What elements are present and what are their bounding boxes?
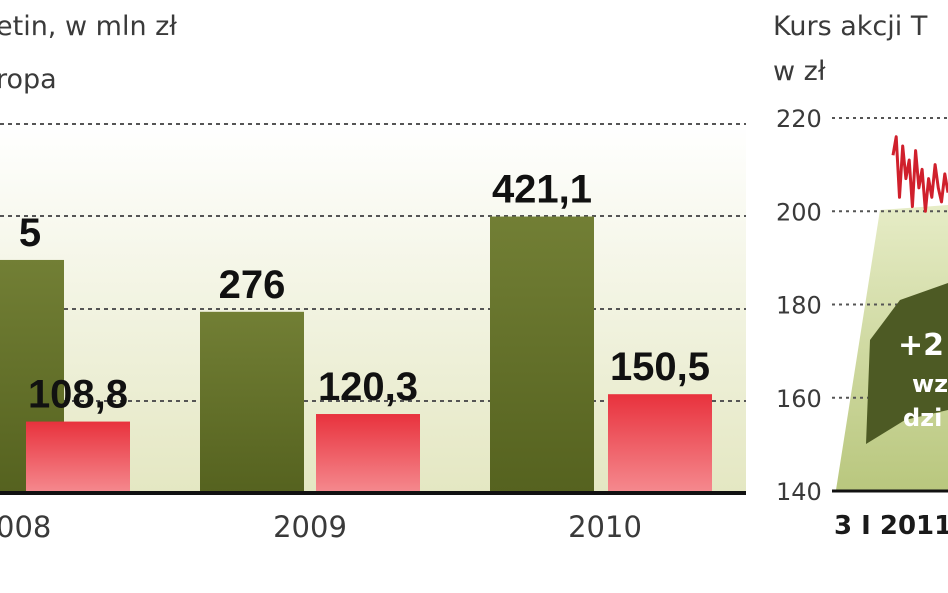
bar: [200, 311, 304, 493]
left-chart-subtitle: ropa: [0, 64, 57, 95]
y-tick-label: 180: [776, 292, 822, 320]
x-tick-label: 2010: [568, 510, 642, 544]
price-line: [891, 135, 948, 213]
right-chart-subtitle: w zł: [773, 56, 826, 87]
x-tick-label: 2009: [273, 510, 347, 544]
bar: [608, 394, 712, 493]
bar: [26, 421, 130, 493]
bar: [316, 414, 420, 493]
bar: [490, 216, 594, 493]
x-tick-label: 008: [0, 510, 51, 544]
arrow-text-percent: +2: [898, 328, 944, 363]
data-label: 421,1: [492, 168, 592, 212]
right-chart-title: Kurs akcji T: [773, 11, 928, 42]
arrow-text-line2: wz: [912, 370, 948, 398]
y-tick-label: 140: [776, 478, 822, 506]
left-chart: etin, w mln zł ropa 5 276 421,1 108,8 120,3 1…: [0, 11, 746, 544]
data-label: 150,5: [610, 345, 710, 389]
data-label: 120,3: [318, 365, 418, 409]
data-label: 108,8: [28, 373, 128, 417]
data-label: 276: [219, 263, 286, 307]
left-chart-title: etin, w mln zł: [0, 11, 177, 42]
y-tick-label: 160: [776, 385, 822, 413]
data-label: 5: [19, 211, 41, 255]
arrow-text-line3: dzi: [903, 404, 942, 432]
growth-arrow: [866, 283, 948, 444]
y-tick-label: 200: [776, 198, 822, 226]
y-tick-label: 220: [776, 105, 822, 133]
right-x-tick-label: 3 I 2011: [834, 511, 948, 541]
